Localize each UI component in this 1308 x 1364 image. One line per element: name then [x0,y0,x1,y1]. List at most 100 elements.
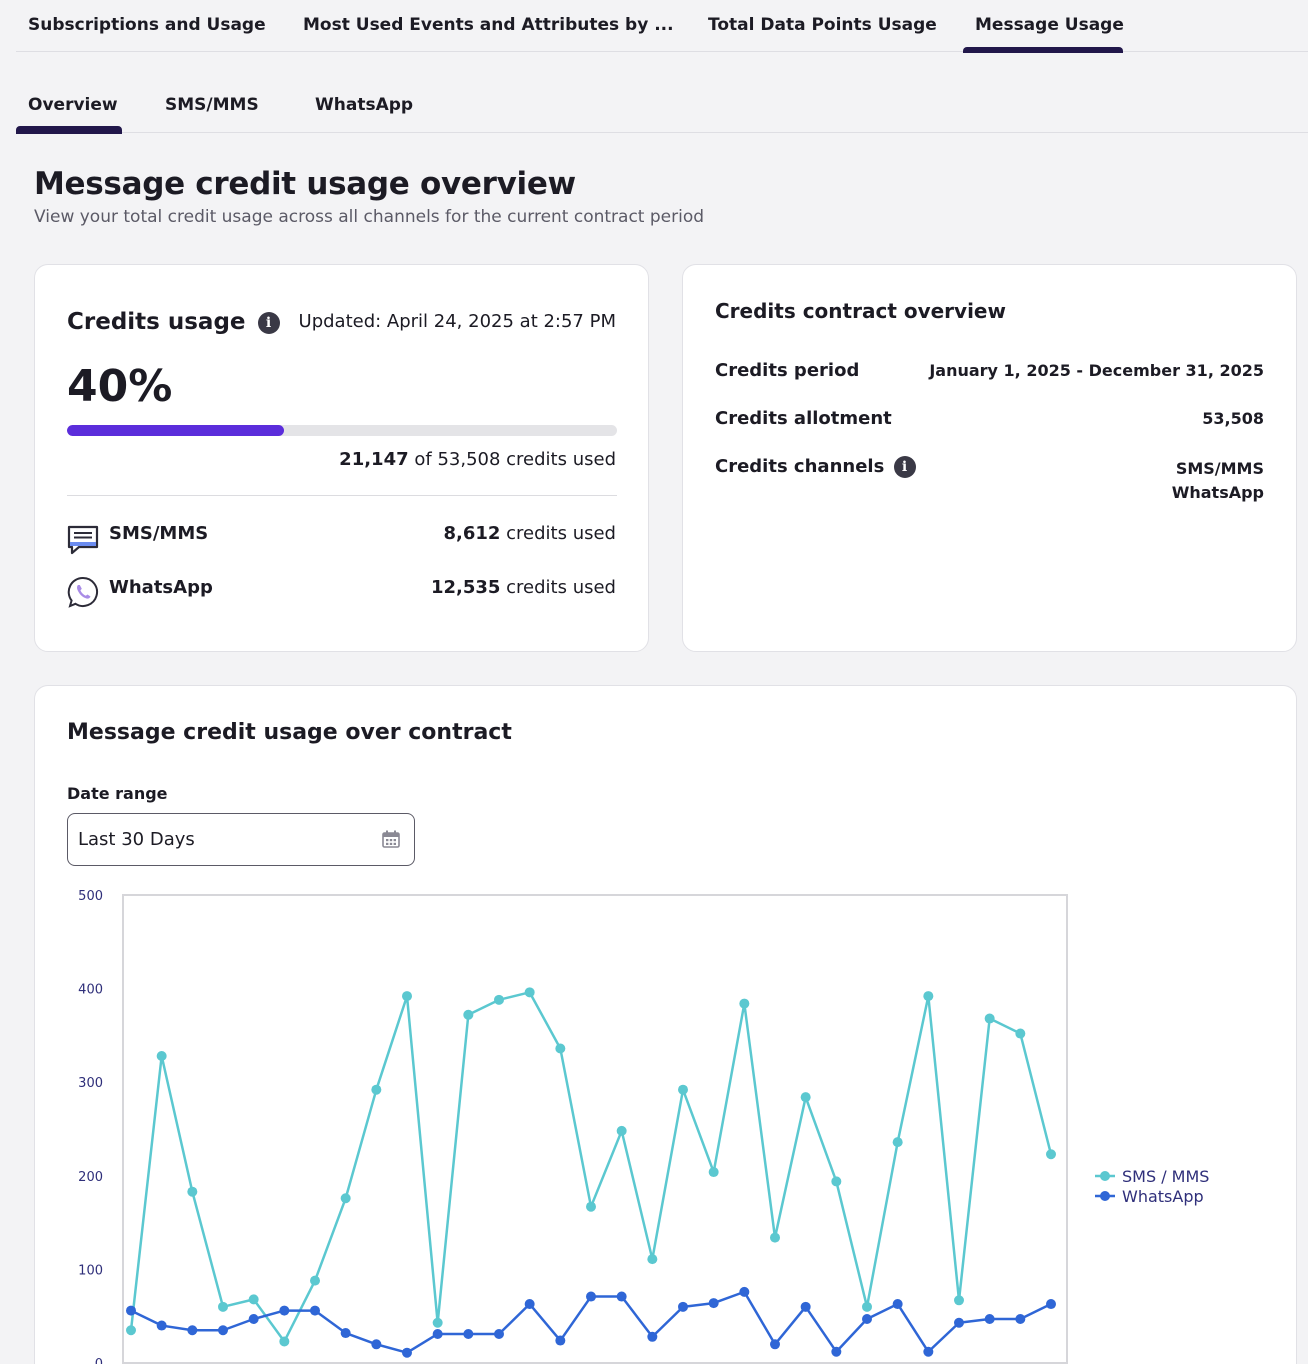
data-point[interactable] [126,1325,136,1336]
data-point[interactable] [524,987,535,998]
data-point[interactable] [739,998,750,1009]
data-point[interactable] [800,1301,811,1312]
credits-channels-label: Credits channels i [715,456,916,478]
data-point[interactable] [800,1092,811,1103]
data-point[interactable] [586,1201,596,1212]
series-line [129,991,1053,1343]
data-point[interactable] [279,1305,290,1316]
data-point[interactable] [494,994,504,1005]
date-range-value: Last 30 Days [78,829,195,850]
data-point[interactable] [555,1335,566,1346]
data-point[interactable] [892,1299,903,1310]
y-tick-label: 300 [78,1076,103,1091]
data-point[interactable] [586,1291,596,1302]
data-point[interactable] [954,1317,964,1328]
y-tick-label: 0 [95,1357,103,1364]
channel-value-sms: 8,612 credits used [443,523,616,544]
data-point[interactable] [218,1301,228,1312]
data-point[interactable] [923,991,934,1002]
credits-channels-values: SMS/MMS WhatsApp [1172,457,1264,505]
data-point[interactable] [248,1314,259,1325]
whatsapp-credits-value: 12,535 [430,577,501,598]
data-point[interactable] [616,1291,627,1302]
data-point[interactable] [340,1328,351,1339]
data-point[interactable] [340,1193,351,1204]
data-point[interactable] [862,1301,872,1312]
data-point[interactable] [156,1050,167,1061]
data-point[interactable] [187,1325,198,1336]
data-point[interactable] [218,1325,228,1336]
data-point[interactable] [831,1346,842,1357]
data-point[interactable] [984,1013,995,1024]
tab-label: WhatsApp [315,95,414,115]
data-point[interactable] [156,1320,167,1331]
date-range-picker[interactable]: Last 30 Days [67,813,415,866]
tab-most-used-events[interactable]: Most Used Events and Attributes by ... [303,0,674,52]
tab-total-data-points[interactable]: Total Data Points Usage [708,0,937,52]
tab-label: Most Used Events and Attributes by ... [303,15,674,35]
data-point[interactable] [831,1176,842,1187]
data-point[interactable] [248,1294,259,1305]
tab-message-usage[interactable]: Message Usage [963,0,1124,53]
data-point[interactable] [1015,1028,1026,1039]
data-point[interactable] [862,1314,872,1325]
data-point[interactable] [371,1084,382,1095]
data-point[interactable] [463,1009,474,1020]
data-point[interactable] [432,1317,443,1328]
info-icon[interactable]: i [893,456,916,478]
tab-sms-mms[interactable]: SMS/MMS [165,80,259,133]
data-point[interactable] [616,1125,627,1136]
data-point[interactable] [770,1339,780,1350]
data-point[interactable] [310,1275,320,1286]
data-point[interactable] [892,1137,903,1148]
data-point[interactable] [524,1299,535,1310]
data-point[interactable] [647,1254,658,1265]
y-tick-label: 500 [78,889,103,904]
legend-item[interactable]: SMS / MMS [1095,1167,1209,1186]
y-tick-label: 200 [78,1170,103,1185]
data-point[interactable] [923,1346,934,1357]
tab-whatsapp[interactable]: WhatsApp [315,80,413,133]
tab-label: Subscriptions and Usage [28,15,266,35]
data-point[interactable] [402,1347,412,1358]
data-point[interactable] [1046,1149,1056,1160]
credits-allotment-label: Credits allotment [715,408,892,429]
y-tick-label: 100 [78,1263,103,1278]
data-point[interactable] [310,1305,320,1316]
data-point[interactable] [279,1336,290,1347]
tab-overview[interactable]: Overview [16,80,122,134]
channel-value-whatsapp: 12,535 credits used [431,577,616,598]
data-point[interactable] [126,1305,136,1316]
data-point[interactable] [1046,1299,1056,1310]
credits-usage-title: Credits usage i [67,309,280,335]
data-point[interactable] [1015,1314,1026,1325]
data-point[interactable] [463,1328,474,1339]
data-point[interactable] [432,1328,443,1339]
date-range-label: Date range [67,784,168,803]
data-point[interactable] [984,1314,995,1325]
tab-subscriptions-and-usage[interactable]: Subscriptions and Usage [28,0,266,52]
tab-label: Total Data Points Usage [708,15,937,35]
credits-used-value: 21,147 [339,449,409,470]
data-point[interactable] [708,1167,719,1178]
usage-progress-bar [67,425,617,436]
data-point[interactable] [678,1084,688,1095]
data-point[interactable] [739,1286,750,1297]
data-point[interactable] [647,1331,658,1342]
data-point[interactable] [678,1301,688,1312]
sms-credits-suffix: credits used [506,523,616,544]
data-point[interactable] [187,1186,198,1197]
data-point[interactable] [954,1295,964,1306]
data-point[interactable] [371,1339,382,1350]
tab-label: SMS/MMS [165,95,259,115]
info-icon[interactable]: i [257,312,280,334]
data-point[interactable] [402,991,412,1002]
credits-allotment-value: 53,508 [1202,409,1264,428]
channel-value: SMS/MMS [1175,459,1264,478]
data-point[interactable] [555,1043,566,1054]
legend-marker [1100,1191,1110,1201]
legend-item[interactable]: WhatsApp [1095,1187,1204,1206]
data-point[interactable] [708,1298,719,1309]
data-point[interactable] [494,1328,504,1339]
data-point[interactable] [770,1232,780,1243]
